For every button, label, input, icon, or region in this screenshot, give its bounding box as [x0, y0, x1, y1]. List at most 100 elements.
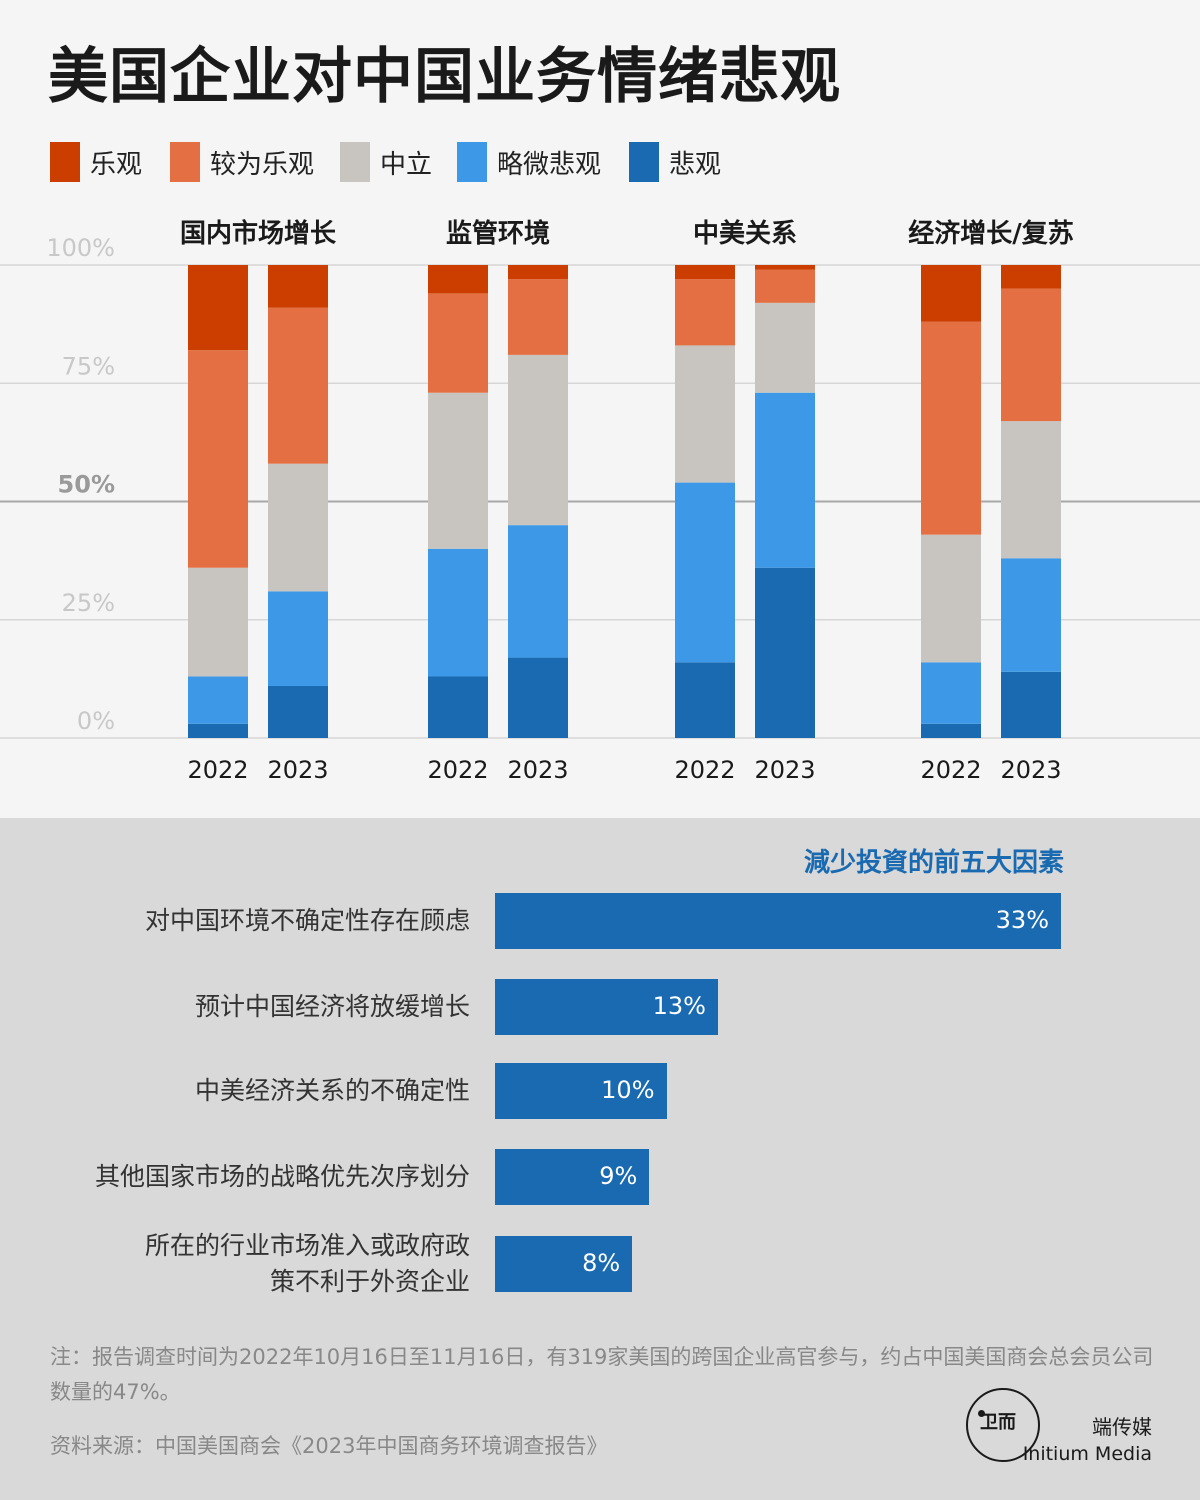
legend-label-optimistic: 乐观	[90, 150, 143, 180]
source-credit: 资料来源：中国美国商会《2023年中国商务环境调查报告》	[50, 1434, 608, 1458]
x-tick-label: 2023	[507, 756, 568, 784]
bar-segment	[921, 321, 981, 535]
bar-segment	[675, 279, 735, 346]
stacked-bar-chart: 0% 25% 50% 75% 100% 国内市场增长 2022 2023 监管环境 2022 202…	[0, 218, 1200, 784]
factor-value: 9%	[599, 1162, 638, 1190]
legend-swatch-optimistic	[50, 142, 80, 182]
bar-segment	[675, 265, 735, 280]
factor-bar: 10%	[495, 1063, 667, 1119]
bar-segment	[1001, 558, 1061, 672]
factor-value: 10%	[601, 1076, 655, 1104]
bar-segment	[755, 265, 815, 270]
bar-segment	[508, 354, 568, 526]
factor-label: 其他国家市场的战略优先次序划分	[94, 1162, 470, 1191]
chart-panel: 美国企业对中国业务情绪悲观 乐观 较为乐观 中立 略微悲观 悲观 0% 25% 50…	[0, 0, 1200, 818]
bar-segment	[1001, 421, 1061, 559]
bar-segment	[268, 591, 328, 686]
legend-swatch-neutral	[340, 142, 370, 182]
page-title: 美国企业对中国业务情绪悲观	[48, 42, 841, 112]
y-tick-label: 50%	[58, 471, 115, 499]
bar-segment	[268, 685, 328, 738]
bar-segment	[755, 302, 815, 393]
initium-logo-icon: 卫而	[966, 1388, 1040, 1462]
x-tick-label: 2022	[187, 756, 248, 784]
y-tick-label: 100%	[46, 234, 115, 262]
y-tick-label: 75%	[62, 352, 115, 380]
bar-segment	[508, 525, 568, 658]
factor-value: 13%	[652, 992, 706, 1020]
bar-segment	[428, 548, 488, 677]
y-tick-label: 25%	[62, 589, 115, 617]
factor-label: 对中国环境不确定性存在顾虑	[144, 906, 470, 935]
group-title: 国内市场增长	[180, 218, 337, 249]
factor-bar: 33%	[495, 893, 1061, 949]
survey-note: 注：报告调查时间为2022年10月16日至11月16日，有319家美国的跨国企业…	[50, 1345, 1154, 1404]
bar-segment	[1001, 265, 1061, 289]
factor-bar: 8%	[495, 1236, 633, 1292]
bar-segment	[755, 269, 815, 303]
group-title: 经济增长/复苏	[908, 218, 1074, 249]
x-tick-label: 2023	[267, 756, 328, 784]
factor-bar: 13%	[495, 979, 718, 1035]
bar-segment	[428, 676, 488, 738]
legend: 乐观 较为乐观 中立 略微悲观 悲观	[50, 140, 1150, 184]
bar-segment	[188, 676, 248, 724]
x-tick-label: 2022	[427, 756, 488, 784]
bar-segment	[921, 662, 981, 724]
brand-name-cn: 端传媒	[1092, 1415, 1152, 1439]
legend-label-slightly-pessimistic: 略微悲观	[497, 150, 602, 180]
factor-row: 中美经济关系的不确定性 10%	[0, 1063, 1200, 1119]
logo-dot	[978, 1410, 985, 1417]
legend-label-somewhat-optimistic: 较为乐观	[210, 150, 315, 180]
bar-segment	[428, 265, 488, 294]
bar-segment	[1001, 288, 1061, 422]
bar-segment	[755, 567, 815, 738]
bar-segment	[428, 392, 488, 549]
bar-segment	[508, 265, 568, 280]
bar-segment	[675, 345, 735, 483]
bar-segment	[268, 463, 328, 592]
bar-segment	[188, 723, 248, 738]
bar-segment	[921, 723, 981, 738]
bar-segment	[188, 265, 248, 351]
logo-glyph: 卫而	[980, 1412, 1016, 1433]
factor-row: 预计中国经济将放缓增长 13%	[0, 979, 1200, 1035]
bar-segment	[921, 265, 981, 322]
factor-row: 其他国家市场的战略优先次序划分 9%	[0, 1149, 1200, 1205]
brand-name-en: Initium Media	[1022, 1443, 1152, 1465]
factor-row: 所在的行业市场准入或政府政策不利于外资企业 8%	[0, 1231, 1200, 1296]
bar-segment	[675, 662, 735, 738]
factors-panel: 減少投資的前五大因素 对中国环境不确定性存在顾虑 33% 预计中国经济将放缓增长…	[0, 818, 1200, 1500]
bar-segment	[188, 350, 248, 568]
legend-swatch-somewhat-optimistic	[170, 142, 200, 182]
legend-label-pessimistic: 悲观	[669, 150, 722, 180]
group-title: 监管环境	[446, 218, 550, 249]
legend-label-neutral: 中立	[380, 150, 433, 180]
y-tick-label: 0%	[77, 707, 115, 735]
factor-label: 预计中国经济将放缓增长	[194, 992, 470, 1021]
factor-label: 所在的行业市场准入或政府政策不利于外资企业	[144, 1231, 470, 1296]
bar-segment	[508, 657, 568, 738]
factor-label: 中美经济关系的不确定性	[194, 1076, 470, 1105]
bar-segment	[508, 279, 568, 355]
bar-segment	[268, 307, 328, 464]
factor-row: 对中国环境不确定性存在顾虑 33%	[0, 893, 1200, 949]
bar-segment	[1001, 671, 1061, 738]
x-tick-label: 2023	[754, 756, 815, 784]
factor-value: 8%	[582, 1249, 621, 1277]
bar-segment	[268, 265, 328, 308]
x-tick-label: 2023	[1000, 756, 1061, 784]
bar-segment	[755, 392, 815, 568]
factor-bar: 9%	[495, 1149, 650, 1205]
factors-title: 減少投資的前五大因素	[803, 848, 1064, 878]
bar-segment	[428, 293, 488, 393]
group-title: 中美关系	[693, 218, 797, 249]
bar-segment	[921, 534, 981, 663]
legend-swatch-slightly-pessimistic	[457, 142, 487, 182]
brand: 端传媒 Initium Media	[1023, 1414, 1152, 1468]
x-tick-label: 2022	[920, 756, 981, 784]
legend-swatch-pessimistic	[629, 142, 659, 182]
bar-segment	[675, 482, 735, 663]
bar-segment	[188, 567, 248, 677]
factor-value: 33%	[995, 906, 1049, 934]
